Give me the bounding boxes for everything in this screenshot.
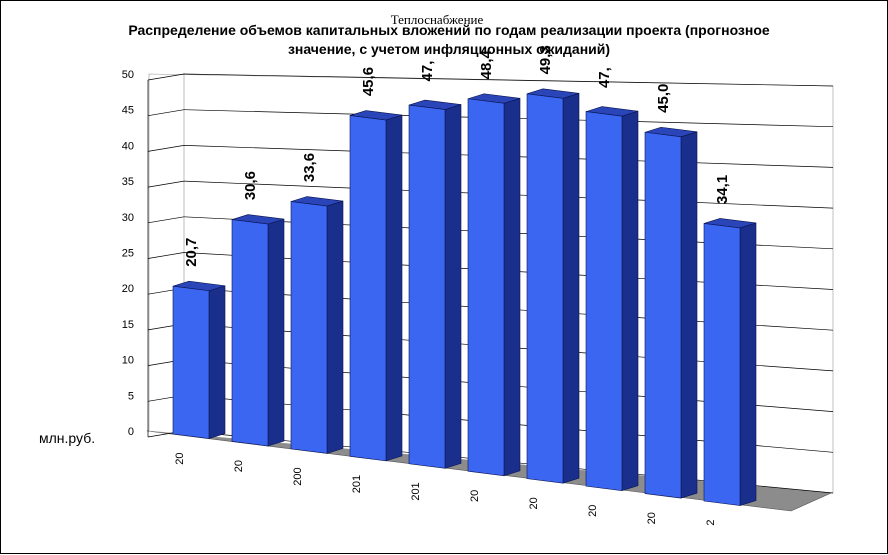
gridline-side	[147, 252, 185, 259]
chart-title-line2: значение, с учетом инфляционных ожиданий…	[288, 41, 610, 57]
category-labels-group: 20 20 200 201 201 20 20 20 20 2	[174, 453, 717, 526]
category-label: 20	[528, 497, 540, 509]
bar	[585, 111, 623, 491]
category-label: 20	[233, 460, 245, 472]
y-tick-label: 0	[128, 426, 134, 438]
bar-side-face	[444, 104, 462, 469]
y-tick-label: 40	[122, 140, 134, 152]
category-label: 200	[292, 467, 304, 485]
data-label: 34,1	[714, 175, 731, 204]
data-label: 49,3	[537, 45, 554, 74]
y-axis-unit-label: млн.руб.	[39, 430, 95, 446]
data-label: 48,4	[478, 50, 495, 80]
bar	[172, 285, 210, 439]
category-label: 20	[587, 505, 599, 517]
y-tick-label: 30	[122, 212, 134, 224]
category-label: 20	[646, 512, 658, 524]
data-label: 47,	[419, 61, 436, 82]
y-tick-label: 35	[122, 176, 134, 188]
bar-side-face	[680, 131, 698, 499]
bar	[644, 131, 682, 499]
y-tick-label: 25	[122, 248, 134, 260]
bar-side-face	[503, 97, 521, 477]
bar	[526, 93, 564, 484]
bar	[231, 219, 269, 447]
bar-side-face	[739, 222, 757, 506]
y-tick-label: 45	[122, 105, 134, 117]
bar	[290, 201, 328, 454]
category-label: 201	[351, 475, 363, 493]
bar	[467, 98, 505, 477]
bar-side-face	[208, 285, 226, 439]
bar-side-face	[621, 110, 639, 492]
gridline-side	[147, 109, 185, 117]
data-label: 45,0	[655, 84, 672, 113]
chart-title-line1: Распределение объемов капитальных вложен…	[128, 22, 770, 38]
bar-side-face	[267, 218, 285, 447]
y-tick-labels-group: 0 5 10 15 20 25 30 35 40 45 50	[122, 69, 134, 438]
bars-group	[172, 88, 757, 506]
y-tick-label: 20	[122, 283, 134, 295]
y-tick-label: 10	[122, 355, 134, 367]
data-label: 45,6	[360, 67, 377, 96]
gridline-side	[147, 145, 185, 152]
chart-overlay-title: Теплоснабжение	[391, 12, 484, 27]
bar-side-face	[385, 114, 403, 462]
category-label: 20	[469, 490, 481, 502]
data-labels-group: 20,7 30,6 33,6 45,6 47, 48,4 49,3 47, 45,0 34,1	[183, 45, 731, 267]
data-label: 30,6	[242, 171, 259, 200]
bar-side-face	[562, 92, 580, 484]
gridline-side	[147, 216, 185, 224]
gridline-side	[147, 73, 185, 81]
y-tick-label: 5	[128, 390, 134, 402]
y-tick-label: 15	[122, 319, 134, 331]
gridline-side	[147, 180, 185, 188]
bar	[408, 104, 446, 469]
data-label: 33,6	[301, 153, 318, 182]
bar	[703, 223, 741, 506]
category-label: 201	[410, 482, 422, 500]
bar	[349, 115, 387, 462]
category-label: 20	[174, 453, 186, 465]
gridline	[183, 73, 834, 87]
category-label: 2	[705, 520, 717, 526]
y-tick-label: 50	[122, 69, 134, 81]
data-label: 20,7	[183, 238, 200, 267]
bar-side-face	[326, 200, 344, 454]
data-label: 47,	[596, 67, 613, 88]
